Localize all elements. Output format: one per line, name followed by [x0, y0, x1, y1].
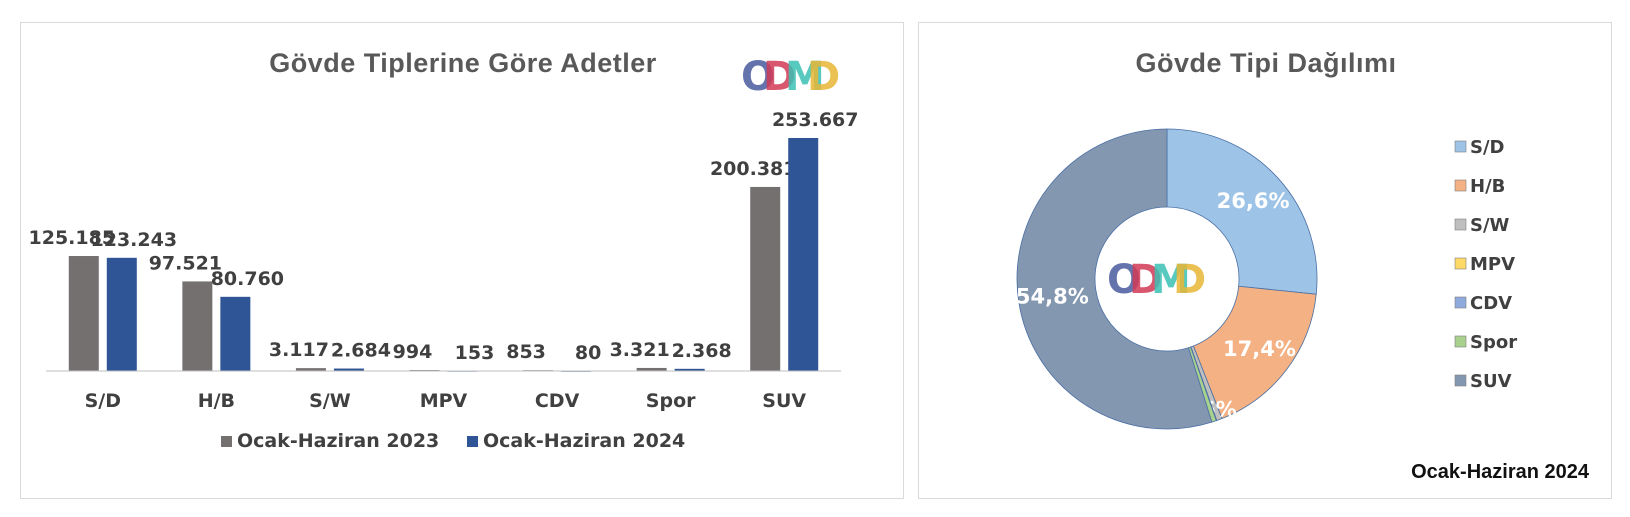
bar [68, 256, 99, 371]
category-label: S/W [309, 390, 351, 412]
logo-letter: M [785, 54, 825, 100]
data-label: 200.381 [710, 158, 797, 180]
legend-label: Ocak-Haziran 2024 [483, 430, 685, 452]
legend-label: S/D [1470, 137, 1504, 158]
logo-letter: D [807, 54, 840, 100]
legend-label: CDV [1470, 293, 1512, 314]
legend-swatch [1454, 335, 1467, 348]
category-label: CDV [535, 390, 580, 412]
slice-label: 54,8% [1016, 285, 1089, 309]
bar [636, 367, 667, 371]
data-label: 153 [455, 342, 495, 364]
pie-period-label: Ocak-Haziran 2024 [1411, 461, 1589, 483]
bar-chart-panel: Gövde Tiplerine Göre Adetler O D M D 125.185… [20, 22, 904, 499]
category-label: MPV [420, 390, 468, 412]
data-label: 3.321 [610, 339, 670, 361]
slice-label: 26,6% [1217, 189, 1290, 213]
slice-label: 17,4% [1223, 337, 1296, 361]
legend-swatch [1454, 218, 1467, 231]
bar [333, 368, 364, 371]
data-label: 80 [575, 342, 601, 364]
legend-swatch [1454, 374, 1467, 387]
legend-label: Ocak-Haziran 2023 [237, 430, 439, 452]
bar [106, 257, 137, 371]
category-label: H/B [198, 390, 235, 412]
data-label: 253.667 [772, 109, 859, 131]
data-label: 123.243 [91, 229, 178, 251]
pie-chart-svg: 26,6%17,4%0,6%0,0%0,0%0,5%54,8%ODMDS/DH/… [1016, 128, 1517, 430]
data-label: 80.760 [211, 268, 284, 290]
legend-swatch [1454, 296, 1467, 309]
data-label: 2.684 [331, 340, 391, 362]
legend-label: SUV [1470, 371, 1512, 392]
category-label: Spor [646, 390, 696, 412]
donut-slice [1192, 285, 1317, 420]
logo-letter: D [1173, 257, 1206, 303]
data-label: 853 [506, 341, 546, 363]
data-label: 125.185 [29, 227, 116, 249]
legend-swatch [1454, 140, 1467, 153]
legend-swatch [1454, 179, 1467, 192]
legend-label: H/B [1470, 176, 1505, 197]
logo-letter: D [763, 54, 796, 100]
legend-swatch [1454, 257, 1467, 270]
data-label: 2.368 [672, 340, 732, 362]
data-label: 97.521 [149, 252, 222, 274]
bar [750, 186, 781, 371]
donut-slice [1166, 128, 1318, 295]
legend-label: MPV [1470, 254, 1515, 275]
legend-label: S/W [1470, 215, 1510, 236]
legend-swatch [467, 436, 478, 447]
data-label: 994 [393, 341, 433, 363]
logo-letter: O [741, 54, 775, 100]
pie-chart-title: Gövde Tipi Dağılımı [1135, 48, 1397, 78]
legend-swatch [221, 436, 232, 447]
bar [295, 368, 326, 371]
bar-chart-title: Gövde Tiplerine Göre Adetler [269, 48, 657, 78]
pie-chart-panel: Gövde Tipi Dağılımı 26,6%17,4%0,6%0,0%0,… [918, 22, 1612, 499]
logo-letter: M [1151, 257, 1191, 303]
category-label: S/D [85, 390, 121, 412]
donut-slice [1016, 128, 1213, 430]
bar [788, 138, 819, 371]
bar [674, 368, 705, 371]
bar [182, 281, 213, 371]
bar [220, 296, 251, 371]
data-label: 3.117 [269, 339, 329, 361]
logo-letter: D [1129, 257, 1162, 303]
legend-label: Spor [1470, 332, 1517, 353]
logo-letter: O [1107, 257, 1141, 303]
category-label: SUV [762, 390, 806, 412]
